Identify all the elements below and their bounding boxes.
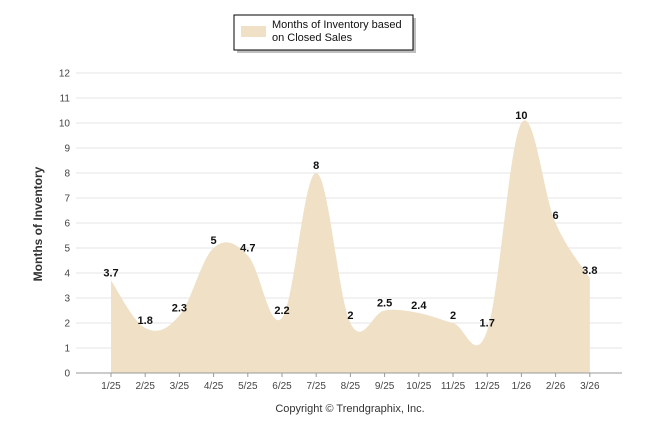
y-axis-label: Months of Inventory [31, 166, 45, 281]
y-tick-label-10: 10 [59, 119, 71, 130]
x-tick-label-2-26: 2/26 [546, 381, 566, 392]
area-series-months-of-inventory [111, 120, 590, 374]
y-tick-label-3: 3 [64, 294, 70, 305]
x-tick-label-12-25: 12/25 [475, 381, 500, 392]
y-tick-label-1: 1 [64, 344, 70, 355]
data-label-2-26: 6 [553, 210, 559, 222]
data-label-1-25: 3.7 [103, 268, 118, 280]
x-tick-label-4-25: 4/25 [204, 381, 224, 392]
y-tick-label-5: 5 [64, 244, 70, 255]
y-tick-label-11: 11 [60, 94, 71, 105]
legend: Months of Inventory based on Closed Sale… [233, 14, 416, 53]
data-label-11-25: 2 [450, 310, 456, 322]
x-tick-label-3-25: 3/25 [170, 381, 190, 392]
y-tick-label-6: 6 [64, 219, 70, 230]
data-labels: 3.7 1.8 2.3 5 4.7 2.2 8 2 2.5 2.4 2 1.7 10 6 3.8 [103, 110, 597, 330]
x-tick-label-10-25: 10/25 [406, 381, 431, 392]
x-tick-label-9-25: 9/25 [375, 381, 395, 392]
data-label-3-26: 3.8 [582, 265, 597, 277]
y-tick-label-8: 8 [64, 169, 70, 180]
x-tick-label-3-26: 3/26 [580, 381, 600, 392]
data-label-6-25: 2.2 [274, 305, 289, 317]
data-label-9-25: 2.5 [377, 298, 392, 310]
series-area [111, 120, 590, 374]
data-label-4-25: 5 [211, 235, 217, 247]
x-tick-label-11-25: 11/25 [441, 381, 466, 392]
data-label-10-25: 2.4 [411, 300, 427, 312]
x-tick-label-6-25: 6/25 [272, 381, 292, 392]
x-tick-label-1-25: 1/25 [101, 381, 121, 392]
data-label-12-25: 1.7 [480, 318, 495, 330]
copyright-text: Copyright © Trendgraphix, Inc. [275, 403, 424, 415]
y-tick-label-12: 12 [59, 69, 71, 80]
y-tick-label-4: 4 [64, 269, 70, 280]
x-tick-label-7-25: 7/25 [306, 381, 326, 392]
x-axis-ticks: 1/25 2/25 3/25 4/25 5/25 6/25 7/25 8/25 9/25 10/2… [101, 381, 600, 392]
y-tick-label-7: 7 [64, 194, 70, 205]
x-tick-label-5-25: 5/25 [238, 381, 258, 392]
legend-swatch [241, 26, 266, 37]
y-tick-label-0: 0 [64, 369, 70, 380]
x-tick-label-2-25: 2/25 [135, 381, 155, 392]
data-label-7-25: 8 [313, 160, 319, 172]
y-tick-label-9: 9 [64, 144, 70, 155]
legend-label-line-2: on Closed Sales [272, 32, 353, 44]
x-axis [76, 372, 622, 377]
x-tick-label-1-26: 1/26 [512, 381, 532, 392]
data-label-2-25: 1.8 [138, 315, 153, 327]
legend-label-line-1: Months of Inventory based [272, 19, 402, 31]
x-tick-label-8-25: 8/25 [341, 381, 361, 392]
data-label-1-26: 10 [515, 110, 527, 122]
data-label-5-25: 4.7 [240, 243, 255, 255]
y-tick-label-2: 2 [64, 319, 70, 330]
data-label-3-25: 2.3 [172, 303, 187, 315]
data-label-8-25: 2 [347, 310, 353, 322]
